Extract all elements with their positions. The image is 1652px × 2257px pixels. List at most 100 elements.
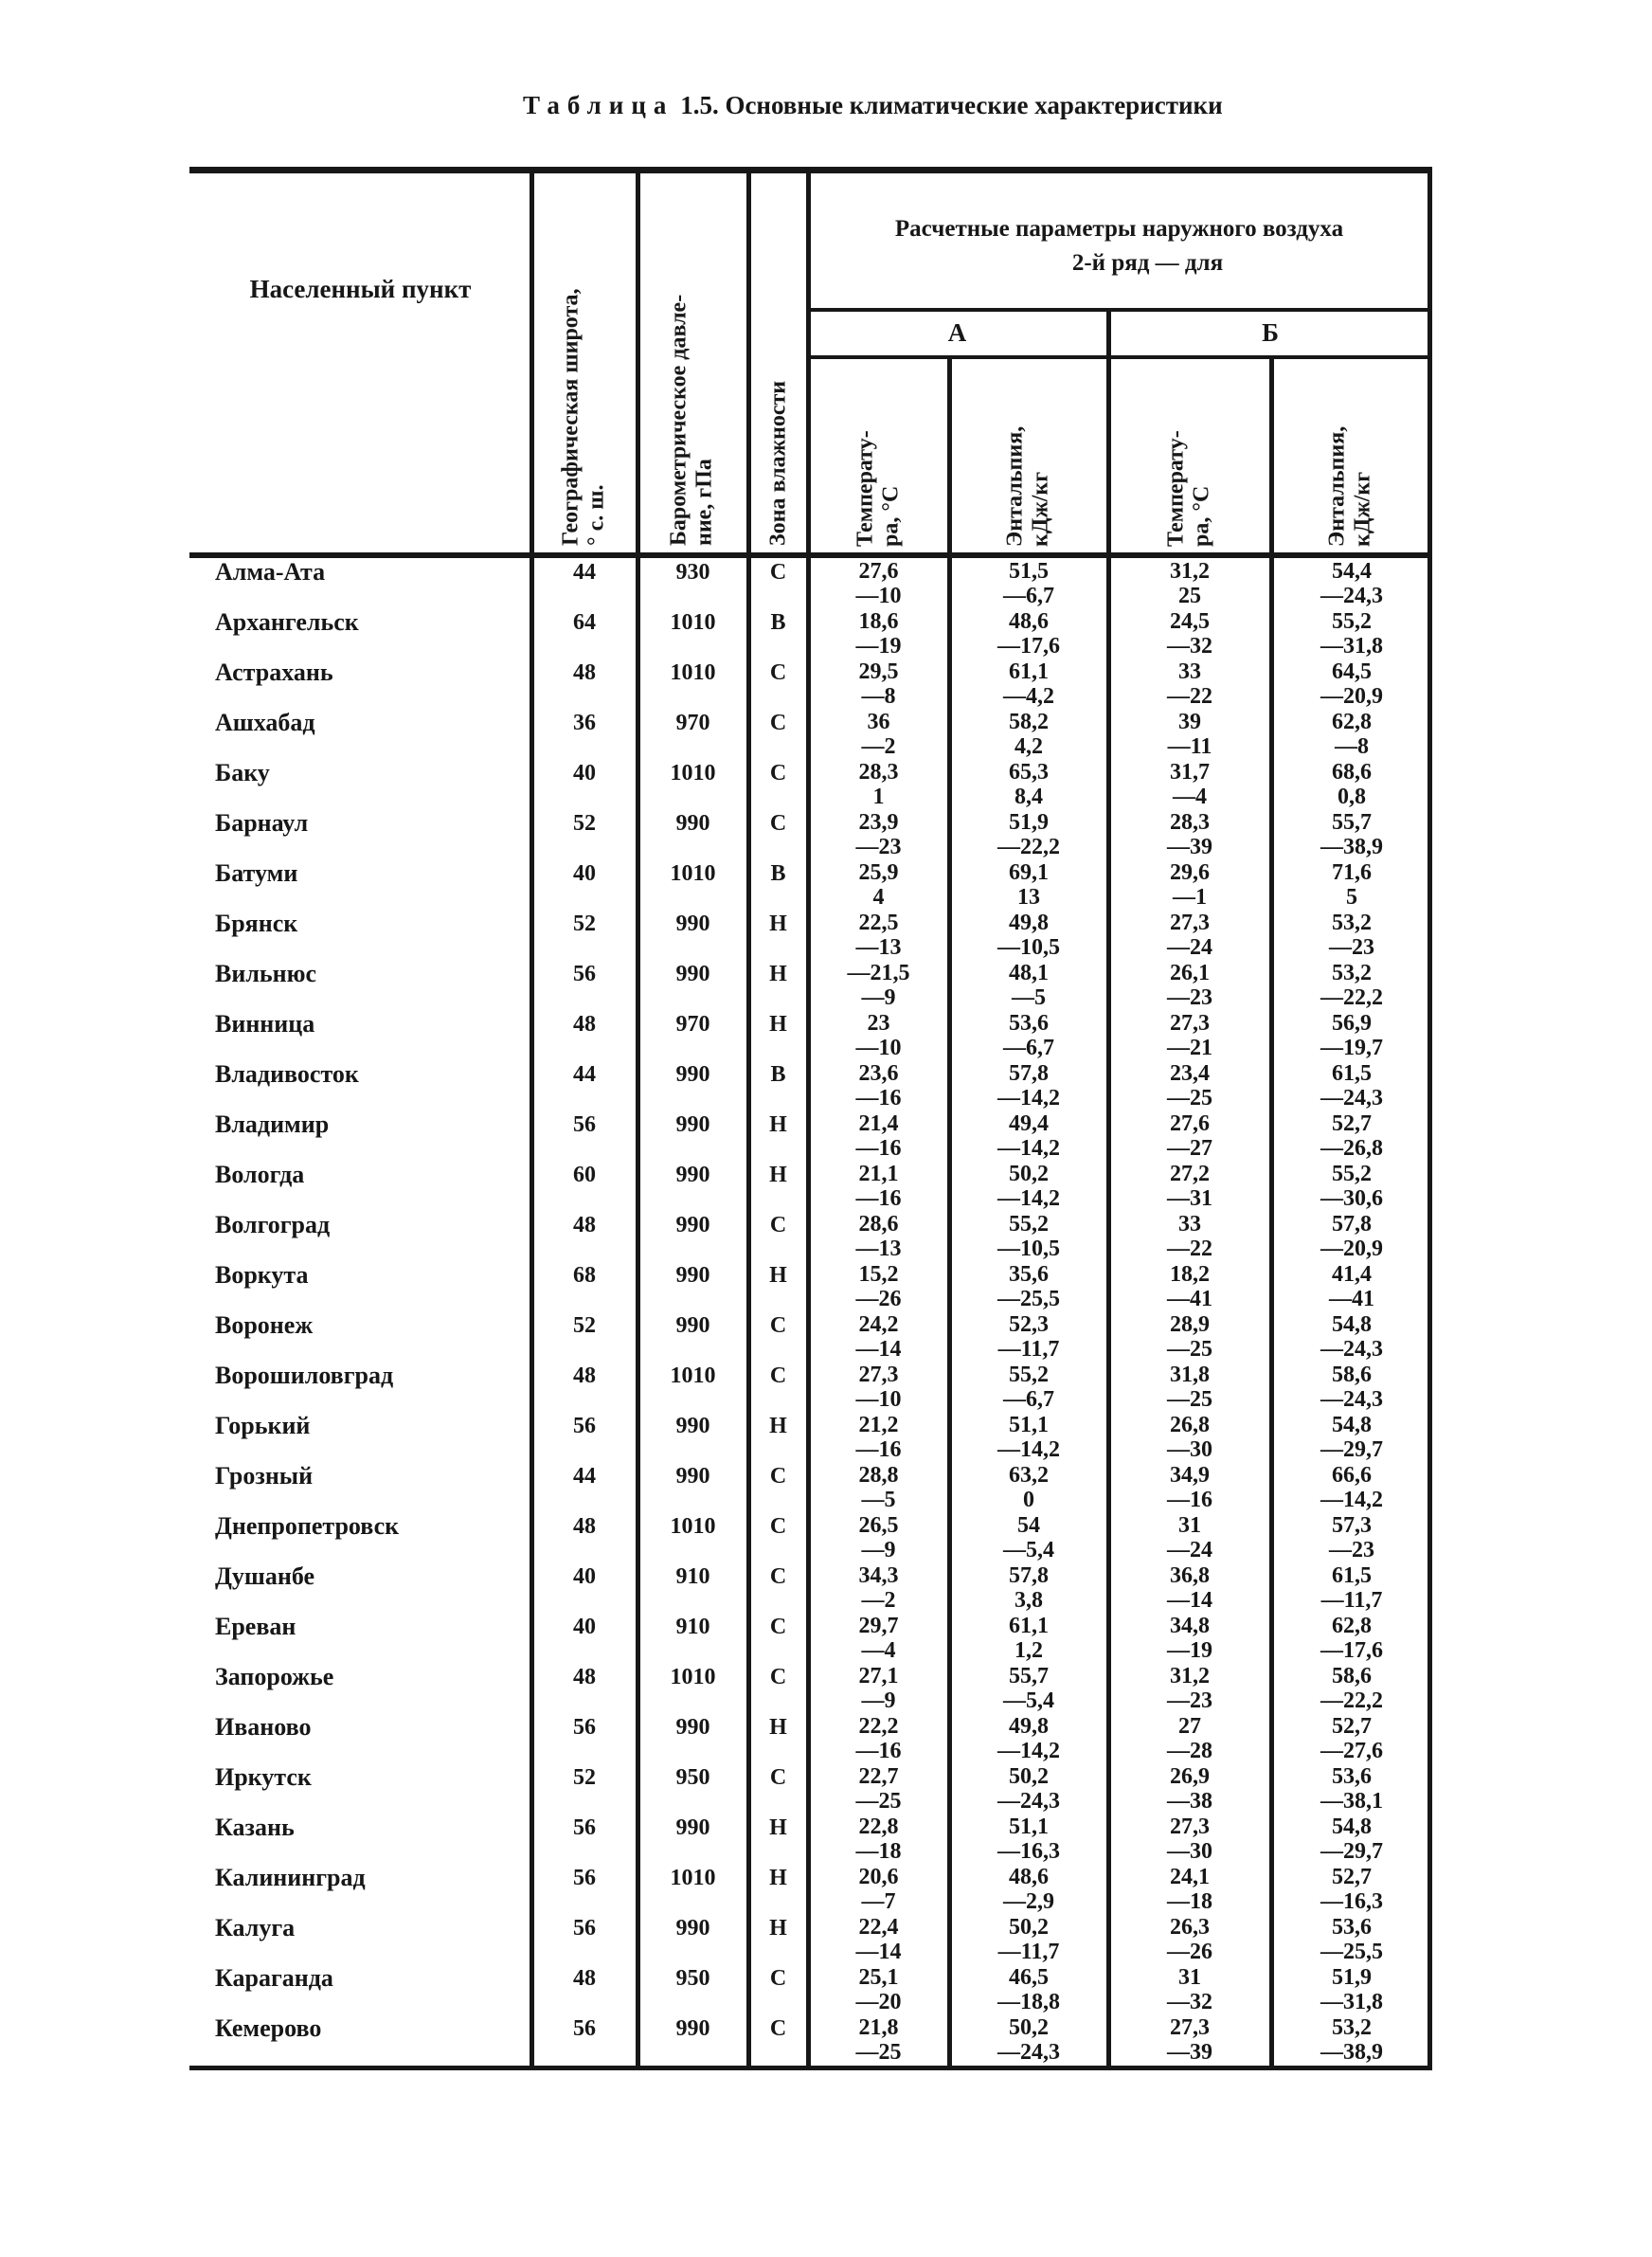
temp-b-value: 28,9 —25 <box>1108 1312 1271 1363</box>
humidity-zone-value: Н <box>769 1916 787 1941</box>
pressure-value: 1010 <box>670 1665 716 1689</box>
temp-a-value-row1: 22,8 <box>858 1815 899 1839</box>
humidity-zone-value: С <box>769 1514 787 1539</box>
temp-a-value-row1: 21,2 <box>858 1413 899 1437</box>
temp-b-value-row1: 23,4 <box>1170 1061 1210 1086</box>
enthalpy-a-value-row2: 13 <box>1017 885 1040 910</box>
city-name: Вильнюс <box>215 960 317 987</box>
city-name: Караганда <box>215 1964 333 1992</box>
humidity-zone-value: В <box>770 1062 786 1087</box>
enthalpy-b-value: 41,4 —41 <box>1271 1262 1432 1312</box>
enthalpy-a-value-row2: —22,2 <box>997 835 1060 859</box>
temp-a-value: 22,4 —14 <box>808 1915 949 1965</box>
temp-a-value: 29,7 —4 <box>808 1614 949 1664</box>
enthalpy-a-value-row1: 48,6 <box>1009 609 1049 634</box>
humidity-zone-value: С <box>769 1564 787 1589</box>
temp-a-value: 23 —10 <box>808 1011 949 1061</box>
enthalpy-a-value-row2: —14,2 <box>997 1086 1060 1110</box>
enthalpy-a-value: 58,2 4,2 <box>949 710 1108 760</box>
humidity-zone-value: Н <box>769 1715 787 1740</box>
temp-a-value: —21,5 —9 <box>808 961 949 1011</box>
temp-b-value-row2: —30 <box>1167 1437 1212 1462</box>
enthalpy-a-value: 50,2 —24,3 <box>949 2015 1108 2066</box>
temp-a-value: 23,9 —23 <box>808 810 949 860</box>
table-row: Ереван 40 910 С 29,7 —4 61,1 1,2 34,8 —19 62,8 —17,… <box>189 1614 1432 1664</box>
humidity-zone-value: Н <box>769 1112 787 1137</box>
enthalpy-b-value: 68,6 0,8 <box>1271 760 1432 810</box>
enthalpy-a-value-row1: 51,1 <box>1009 1413 1049 1437</box>
temp-a-value-row2: —16 <box>855 1739 902 1763</box>
temp-a-value-row2: —25 <box>855 1789 902 1814</box>
enthalpy-a-value: 63,2 0 <box>949 1463 1108 1513</box>
enthalpy-a-value-row2: —4,2 <box>1003 684 1054 709</box>
enthalpy-b-value-row2: —31,8 <box>1320 1990 1383 2014</box>
city-name: Архангельск <box>215 608 359 636</box>
temp-b-value-row2: —25 <box>1167 1387 1212 1412</box>
temp-b-value: 26,8 —30 <box>1108 1413 1271 1463</box>
temp-a-value: 24,2 —14 <box>808 1312 949 1363</box>
temp-b-value-row1: 33 <box>1178 659 1201 684</box>
enthalpy-a-value-row1: 49,8 <box>1009 1714 1049 1739</box>
temp-b-value-row1: 29,6 <box>1170 860 1210 885</box>
temp-a-value-row2: —9 <box>861 1538 896 1562</box>
latitude-value: 52 <box>573 1313 596 1338</box>
enthalpy-a-value-row2: —24,3 <box>997 2040 1060 2065</box>
enthalpy-b-value-row2: —24,3 <box>1320 1337 1383 1362</box>
temp-b-value-row2: —1 <box>1173 885 1207 910</box>
temp-b-value: 28,3 —39 <box>1108 810 1271 860</box>
enthalpy-a-value-row1: 65,3 <box>1009 760 1049 785</box>
enthalpy-a-value-row1: 63,2 <box>1009 1463 1049 1488</box>
enthalpy-a-value: 50,2 —24,3 <box>949 1764 1108 1815</box>
enthalpy-b-value-row2: —29,7 <box>1320 1437 1383 1462</box>
enthalpy-b-value: 62,8 —8 <box>1271 710 1432 760</box>
table-row: Вильнюс 56 990 Н —21,5 —9 48,1 —5 26,1 —23 53,2 —22… <box>189 961 1432 1011</box>
temp-b-value-row2: —38 <box>1167 1789 1212 1814</box>
temp-a-value-row2: —26 <box>855 1287 902 1311</box>
temp-a-value: 28,8 —5 <box>808 1463 949 1513</box>
enthalpy-a-value-row2: —2,9 <box>1003 1889 1054 1914</box>
temp-a-value-row2: —13 <box>855 1237 902 1261</box>
enthalpy-a-value: 48,1 —5 <box>949 961 1108 1011</box>
temp-b-value-row1: 27,2 <box>1170 1162 1210 1186</box>
enthalpy-b-value: 62,8 —17,6 <box>1271 1614 1432 1664</box>
enthalpy-b-value-row2: 0,8 <box>1338 785 1366 809</box>
humidity-zone-value: С <box>769 811 787 836</box>
enthalpy-a-value-row2: —5,4 <box>1003 1538 1054 1562</box>
table-row: Грозный 44 990 С 28,8 —5 63,2 0 34,9 —16 66,6 —14,2 <box>189 1463 1432 1513</box>
enthalpy-b-value-row1: 53,6 <box>1332 1764 1372 1789</box>
temp-b-value-row1: 31,2 <box>1170 1664 1210 1688</box>
enthalpy-a-value-row1: 35,6 <box>1009 1262 1049 1287</box>
temp-a-value-row1: 22,2 <box>858 1714 899 1739</box>
enthalpy-a-value: 50,2 —11,7 <box>949 1915 1108 1965</box>
enthalpy-a-value-row2: —6,7 <box>1003 1036 1054 1060</box>
humidity-zone-value: Н <box>769 962 787 986</box>
temp-a-value-row1: 22,5 <box>858 911 899 935</box>
city-name: Запорожье <box>215 1663 334 1690</box>
enthalpy-b-value-row1: 53,2 <box>1332 2015 1372 2040</box>
latitude-value: 56 <box>573 962 596 986</box>
temp-a-value: 21,4 —16 <box>808 1111 949 1162</box>
enthalpy-b-value-row1: 68,6 <box>1332 760 1372 785</box>
temp-a-value-row2: 1 <box>872 785 885 809</box>
latitude-value: 52 <box>573 912 596 936</box>
humidity-zone-value: В <box>770 861 786 886</box>
temp-b-value-row1: 28,3 <box>1170 810 1210 835</box>
enthalpy-a-value: 52,3 —11,7 <box>949 1312 1108 1363</box>
enthalpy-a-value-row2: —14,2 <box>997 1186 1060 1211</box>
temp-a-value: 28,6 —13 <box>808 1212 949 1262</box>
enthalpy-a-value: 49,8 —10,5 <box>949 911 1108 961</box>
pressure-value: 990 <box>675 912 710 936</box>
enthalpy-b-value-row1: 64,5 <box>1332 659 1372 684</box>
enthalpy-a-value-row1: 51,9 <box>1009 810 1049 835</box>
table-row: Астрахань 48 1010 С 29,5 —8 61,1 —4,2 33 —22 64,5—… <box>189 659 1432 710</box>
table-row: Баку 40 1010 С 28,3 1 65,3 8,4 31,7 —4 68,6 0,8 <box>189 760 1432 810</box>
latitude-value: 40 <box>573 861 596 886</box>
enthalpy-a-value: 50,2 —14,2 <box>949 1162 1108 1212</box>
city-name: Барнаул <box>215 809 309 837</box>
temp-b-value: 31,7 —4 <box>1108 760 1271 810</box>
city-name: Душанбе <box>215 1562 315 1590</box>
temp-a-value-row1: 22,7 <box>858 1764 899 1789</box>
temp-a-value-row1: 34,3 <box>858 1563 899 1588</box>
enthalpy-b-value-row2: —26,8 <box>1320 1136 1383 1161</box>
enthalpy-a-value-row2: —14,2 <box>997 1437 1060 1462</box>
